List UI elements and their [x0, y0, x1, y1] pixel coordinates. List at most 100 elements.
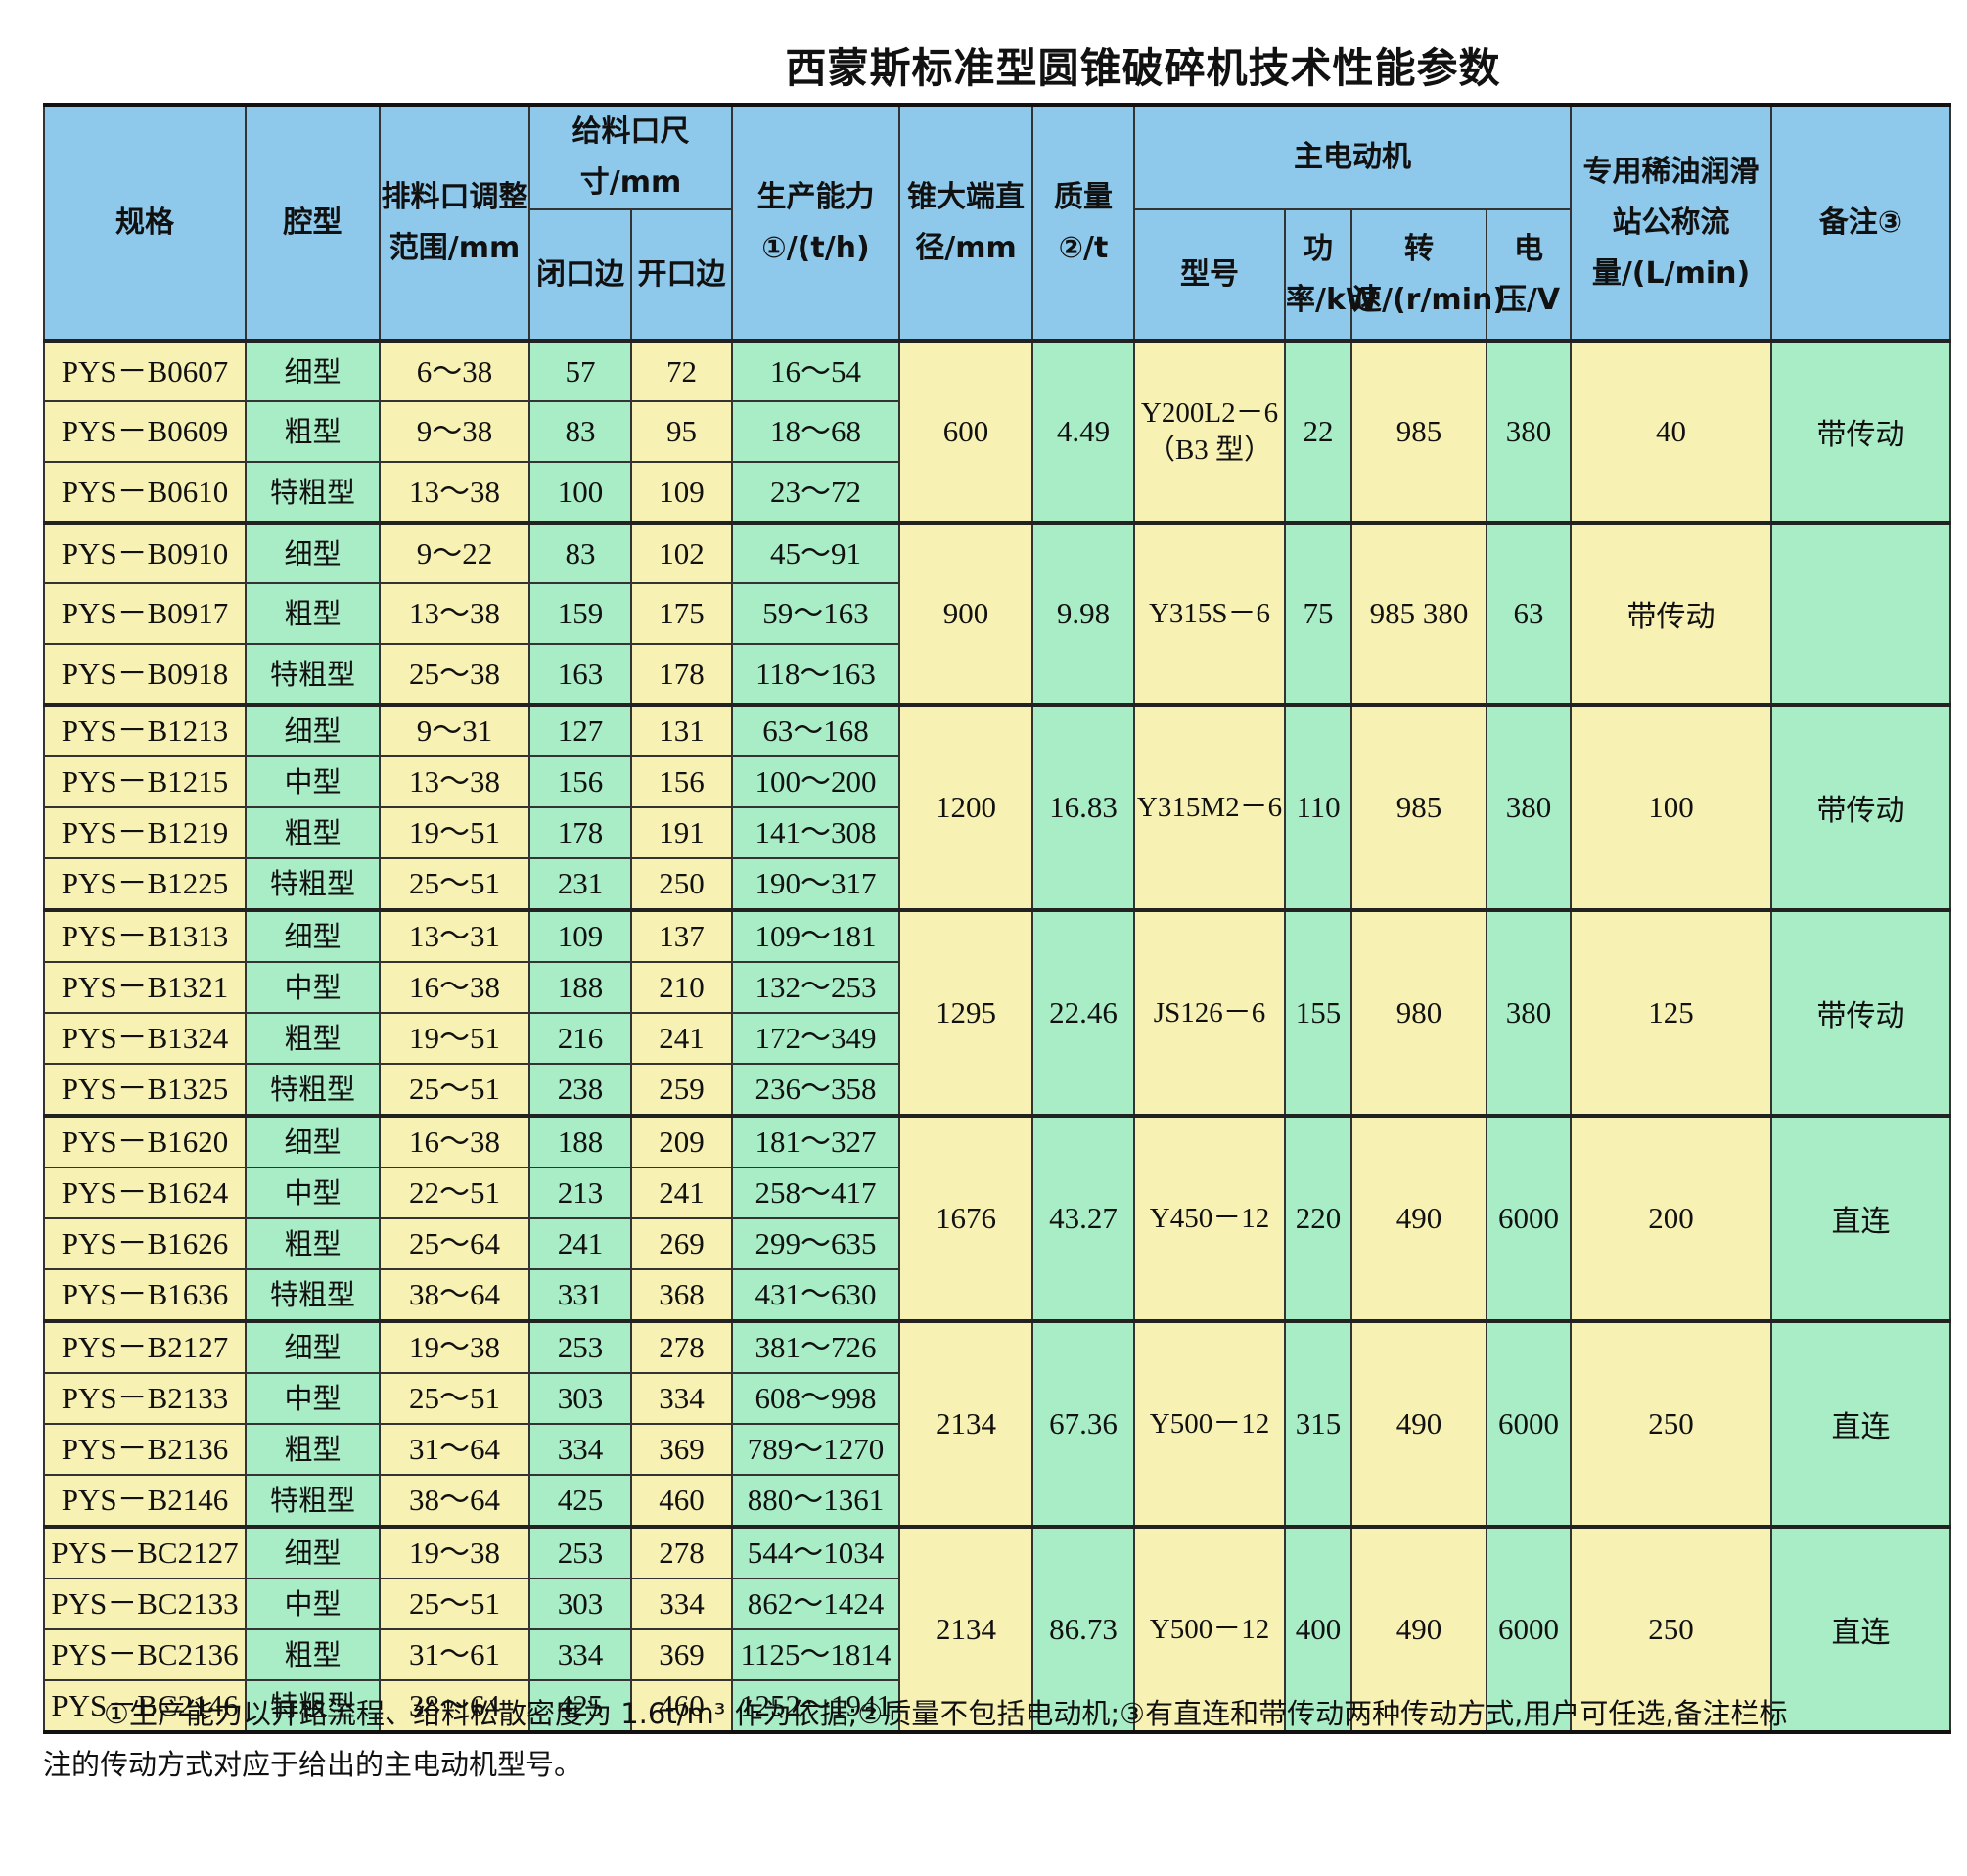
cell-discharge: 31～64 — [379, 1423, 530, 1476]
table-row: PYS－B2127 细型 19～38 253 278 381～726 2134 67.36 Y5… — [43, 1319, 1952, 1528]
cell-lube: 带传动 — [1570, 521, 1773, 706]
table-row: PYS－B1213 细型 9～31 127 131 63～168 1200 16.83 Y315… — [43, 703, 1952, 911]
cell-spec: PYS－BC2146 — [43, 1679, 247, 1733]
cell-cavity: 细型 — [245, 1525, 381, 1579]
cell-feed-closed: 425 — [528, 1474, 632, 1528]
cell-capacity: 118～163 — [731, 643, 901, 706]
cell-cavity: 特粗型 — [245, 1474, 381, 1528]
cell-cavity: 粗型 — [245, 400, 381, 463]
cell-feed-open: 334 — [629, 1578, 734, 1630]
table-row: PYS－BC2133 中型 25～51 303 334 862～1424 — [43, 1578, 1950, 1630]
cell-motor-power: 155 — [1284, 908, 1353, 1117]
cell-remark: 带传动 — [1770, 703, 1952, 911]
cell-motor-model: Y500－12 — [1133, 1319, 1287, 1528]
cell-mass: 22.46 — [1031, 908, 1136, 1117]
cell-motor-speed: 980 — [1350, 908, 1488, 1117]
cell-discharge: 22～51 — [379, 1167, 530, 1219]
cell-feed-open: 209 — [629, 1114, 734, 1168]
cell-motor-voltage: 380 — [1486, 908, 1573, 1117]
cell-mass: 4.49 — [1031, 339, 1136, 524]
page-title: 西蒙斯标准型圆锥破碎机技术性能参数 — [785, 44, 1501, 92]
cell-discharge: 6～38 — [379, 339, 530, 402]
cell-capacity: 23～72 — [731, 461, 901, 524]
cell-mass: 67.36 — [1031, 1319, 1136, 1528]
cell-feed-open: 269 — [629, 1217, 734, 1270]
table-row: PYS－B0607 细型 6～38 57 72 16～54 600 4.49 Y200L2－6（… — [43, 339, 1952, 524]
cell-cavity: 细型 — [245, 1319, 381, 1374]
cell-cavity: 中型 — [245, 1578, 381, 1630]
cell-feed-closed: 253 — [528, 1525, 632, 1579]
cell-discharge: 13～38 — [379, 461, 530, 524]
cell-remark: 直连 — [1770, 1114, 1952, 1322]
cell-spec: PYS－B1325 — [43, 1063, 247, 1117]
cell-cone-dia: 2134 — [898, 1525, 1034, 1733]
cell-feed-closed: 159 — [528, 582, 632, 645]
table-row: PYS－B1219 粗型 19～51 178 191 141～308 — [43, 806, 1950, 859]
cell-spec: PYS－B1624 — [43, 1167, 247, 1219]
cell-cone-dia: 600 — [898, 339, 1034, 524]
row-group: PYS－B2127 细型 19～38 253 278 381～726 2134 67.36 Y5… — [43, 1319, 1952, 1528]
cell-capacity: 608～998 — [731, 1372, 901, 1425]
cell-motor-voltage: 380 — [1486, 703, 1573, 911]
cell-capacity: 544～1034 — [731, 1525, 901, 1579]
table-row: PYS－B1324 粗型 19～51 216 241 172～349 — [43, 1012, 1950, 1065]
cell-motor-power: 315 — [1284, 1319, 1353, 1528]
cell-spec: PYS－B1213 — [43, 703, 247, 757]
cell-feed-closed: 188 — [528, 1114, 632, 1168]
cell-cavity: 粗型 — [245, 806, 381, 859]
cell-discharge: 31～61 — [379, 1628, 530, 1681]
cell-feed-open: 210 — [629, 961, 734, 1014]
header-feed-open: 开口边 — [629, 208, 734, 342]
cell-cavity: 中型 — [245, 755, 381, 808]
table-header: 规格 腔型 排料口调整范围/mm 给料口尺寸/mm 生产能力①/(t/h) 锥大… — [43, 104, 1952, 342]
cell-discharge: 16～38 — [379, 961, 530, 1014]
cell-feed-closed: 253 — [528, 1319, 632, 1374]
header-feed: 给料口尺寸/mm — [527, 104, 734, 210]
cell-discharge: 25～38 — [379, 643, 530, 706]
cell-motor-speed: 490 — [1350, 1525, 1488, 1733]
cell-feed-open: 191 — [629, 806, 734, 859]
cell-feed-open: 278 — [629, 1525, 734, 1579]
cell-cavity: 中型 — [245, 961, 381, 1014]
table-row: PYS－B1225 特粗型 25～51 231 250 190～317 — [43, 857, 1950, 911]
footnote: ①生产能力以开路流程、给料松散密度为 1.6t/m³ 作为依据;②质量不包括电动… — [43, 1688, 1949, 1790]
cell-spec: PYS－B1313 — [43, 908, 247, 963]
cell-spec: PYS－B1219 — [43, 806, 247, 859]
cell-feed-open: 156 — [629, 755, 734, 808]
cell-feed-closed: 109 — [528, 908, 632, 963]
cell-feed-closed: 127 — [528, 703, 632, 757]
cell-capacity: 880～1361 — [731, 1474, 901, 1528]
cell-discharge: 9～31 — [379, 703, 530, 757]
cell-cone-dia: 1676 — [898, 1114, 1034, 1322]
table-row: PYS－B0610 特粗型 13～38 100 109 23～72 — [43, 461, 1950, 524]
cell-feed-open: 109 — [629, 461, 734, 524]
cell-motor-power: 220 — [1284, 1114, 1353, 1322]
cell-feed-closed: 303 — [528, 1372, 632, 1425]
cell-cavity: 特粗型 — [245, 461, 381, 524]
cell-feed-closed: 334 — [528, 1628, 632, 1681]
cell-spec: PYS－B1636 — [43, 1268, 247, 1322]
cell-spec: PYS－BC2127 — [43, 1525, 247, 1579]
cell-motor-voltage: 380 — [1486, 339, 1573, 524]
cell-feed-open: 460 — [629, 1474, 734, 1528]
cell-spec: PYS－B2136 — [43, 1423, 247, 1476]
cell-capacity: 789～1270 — [731, 1423, 901, 1476]
header-motor-power: 功率/kW — [1284, 208, 1378, 342]
cell-discharge: 38～64 — [379, 1679, 530, 1733]
cell-feed-open: 369 — [629, 1423, 734, 1476]
cell-spec: PYS－B2127 — [43, 1319, 247, 1374]
cell-discharge: 9～38 — [379, 400, 530, 463]
cell-spec: PYS－B2133 — [43, 1372, 247, 1425]
cell-mass: 43.27 — [1031, 1114, 1136, 1322]
cell-spec: PYS－B0610 — [43, 461, 247, 524]
cell-feed-open: 250 — [629, 857, 734, 911]
cell-discharge: 19～38 — [379, 1319, 530, 1374]
cell-cavity: 粗型 — [245, 1628, 381, 1681]
row-group: PYS－B0607 细型 6～38 57 72 16～54 600 4.49 Y200L2－6（… — [43, 339, 1952, 524]
cell-discharge: 19～51 — [379, 806, 530, 859]
cell-discharge: 16～38 — [379, 1114, 530, 1168]
cell-feed-open: 131 — [629, 703, 734, 757]
cell-feed-closed: 231 — [528, 857, 632, 911]
cell-feed-open: 259 — [629, 1063, 734, 1117]
table-row: PYS－B1636 特粗型 38～64 331 368 431～630 — [43, 1268, 1950, 1322]
